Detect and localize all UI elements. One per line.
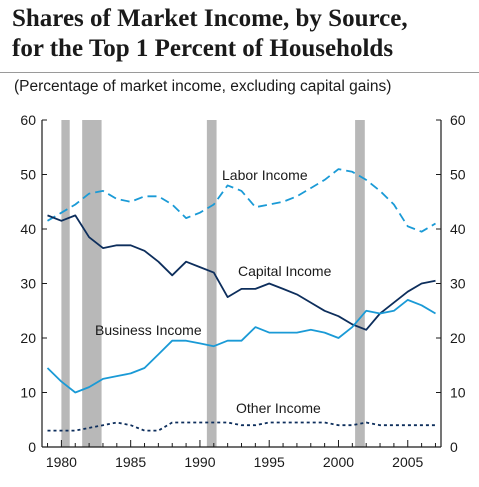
y-tick-label-left: 50 — [20, 167, 36, 183]
series-label-labor-income: Labor Income — [222, 167, 308, 183]
series-line-business-income — [46, 298, 436, 394]
y-tick-label-left: 10 — [20, 385, 36, 401]
y-tick-label-right: 40 — [450, 221, 466, 237]
y-tick-label-left: 20 — [20, 330, 36, 346]
x-tick-label: 1995 — [254, 454, 285, 470]
y-tick-label-right: 50 — [450, 167, 466, 183]
chart-title-line-1: Shares of Market Income, by Source, — [12, 5, 408, 32]
y-tick-label-left: 40 — [20, 221, 36, 237]
series-line-capital-income — [47, 214, 436, 331]
recession-band-1 — [61, 120, 70, 447]
recession-band-4 — [355, 120, 365, 447]
x-tick-label: 2000 — [323, 454, 354, 470]
title-divider — [0, 72, 479, 73]
y-tick-label-right: 10 — [450, 385, 466, 401]
y-tick-label-right: 0 — [450, 439, 458, 455]
chart-title: Shares of Market Income, by Source, for … — [12, 4, 472, 64]
y-tick-label-left: 60 — [20, 112, 36, 128]
x-tick-label: 1980 — [46, 454, 77, 470]
x-tick-label: 1985 — [115, 454, 146, 470]
x-tick-label: 1990 — [184, 454, 215, 470]
series-line-other-income — [47, 421, 436, 432]
chart-title-line-2: for the Top 1 Percent of Households — [12, 35, 394, 62]
y-tick-label-right: 20 — [450, 330, 466, 346]
recession-band-3 — [206, 120, 217, 447]
series-label-capital-income: Capital Income — [238, 263, 332, 279]
series-label-business-income: Business Income — [95, 322, 202, 338]
series-label-other-income: Other Income — [236, 400, 321, 416]
chart-subtitle: (Percentage of market income, excluding … — [14, 78, 392, 95]
series-line-labor-income — [47, 168, 436, 233]
y-tick-label-left: 0 — [28, 439, 36, 455]
y-tick-label-left: 30 — [20, 276, 36, 292]
x-tick-label: 2005 — [392, 454, 423, 470]
recession-band-2 — [82, 120, 102, 447]
y-tick-label-right: 60 — [450, 112, 466, 128]
y-tick-label-right: 30 — [450, 276, 466, 292]
